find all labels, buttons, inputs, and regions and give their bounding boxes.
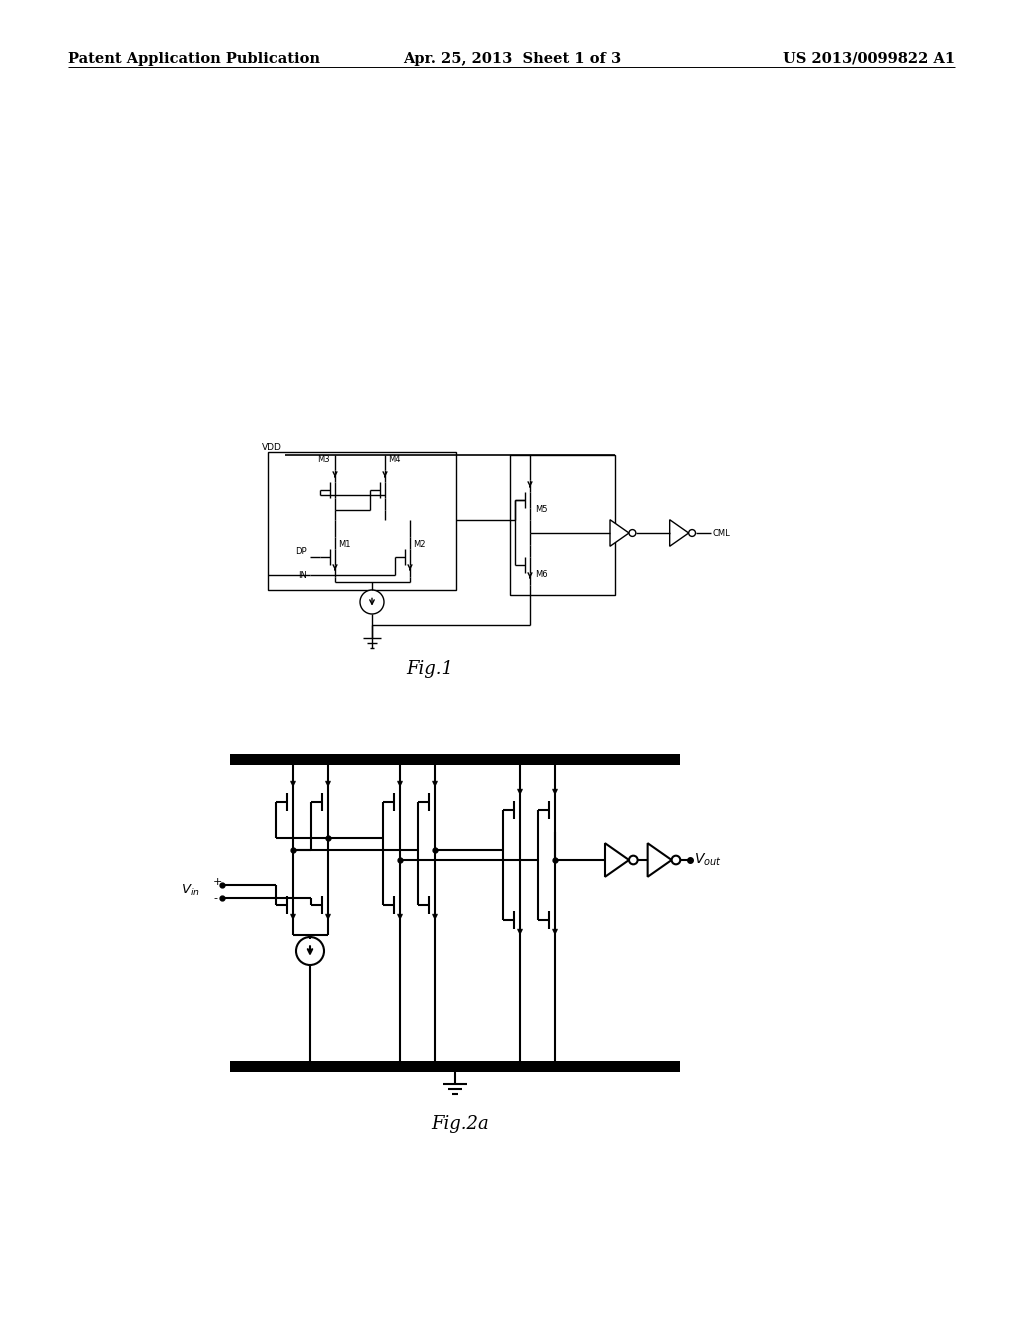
Text: M3: M3 — [317, 455, 330, 465]
Polygon shape — [670, 520, 689, 546]
Text: Fig.2a: Fig.2a — [431, 1115, 488, 1133]
Text: M2: M2 — [413, 540, 426, 549]
Circle shape — [672, 855, 680, 865]
Bar — [230, 754, 680, 766]
Text: CML: CML — [713, 528, 730, 537]
Text: Fig.1: Fig.1 — [407, 660, 454, 678]
Text: +: + — [213, 876, 222, 887]
Text: $V_{in}$: $V_{in}$ — [181, 883, 200, 898]
Text: Patent Application Publication: Patent Application Publication — [68, 51, 319, 66]
Polygon shape — [605, 843, 629, 876]
Text: M5: M5 — [535, 506, 548, 513]
Text: IN: IN — [298, 570, 307, 579]
Text: $V_{out}$: $V_{out}$ — [694, 851, 722, 869]
Circle shape — [689, 529, 695, 536]
Text: DP: DP — [295, 548, 307, 557]
Text: M1: M1 — [338, 540, 350, 549]
Text: Apr. 25, 2013  Sheet 1 of 3: Apr. 25, 2013 Sheet 1 of 3 — [402, 51, 622, 66]
Circle shape — [629, 529, 636, 536]
Text: US 2013/0099822 A1: US 2013/0099822 A1 — [783, 51, 955, 66]
Text: -: - — [213, 894, 217, 903]
Circle shape — [629, 855, 638, 865]
Text: M4: M4 — [388, 455, 400, 465]
Circle shape — [360, 590, 384, 614]
Bar — [268, 451, 456, 590]
Text: VDD: VDD — [262, 444, 282, 451]
Bar — [510, 455, 615, 595]
Polygon shape — [647, 843, 672, 876]
Polygon shape — [610, 520, 629, 546]
Bar — [230, 1061, 680, 1072]
Text: M6: M6 — [535, 570, 548, 579]
Circle shape — [296, 937, 324, 965]
